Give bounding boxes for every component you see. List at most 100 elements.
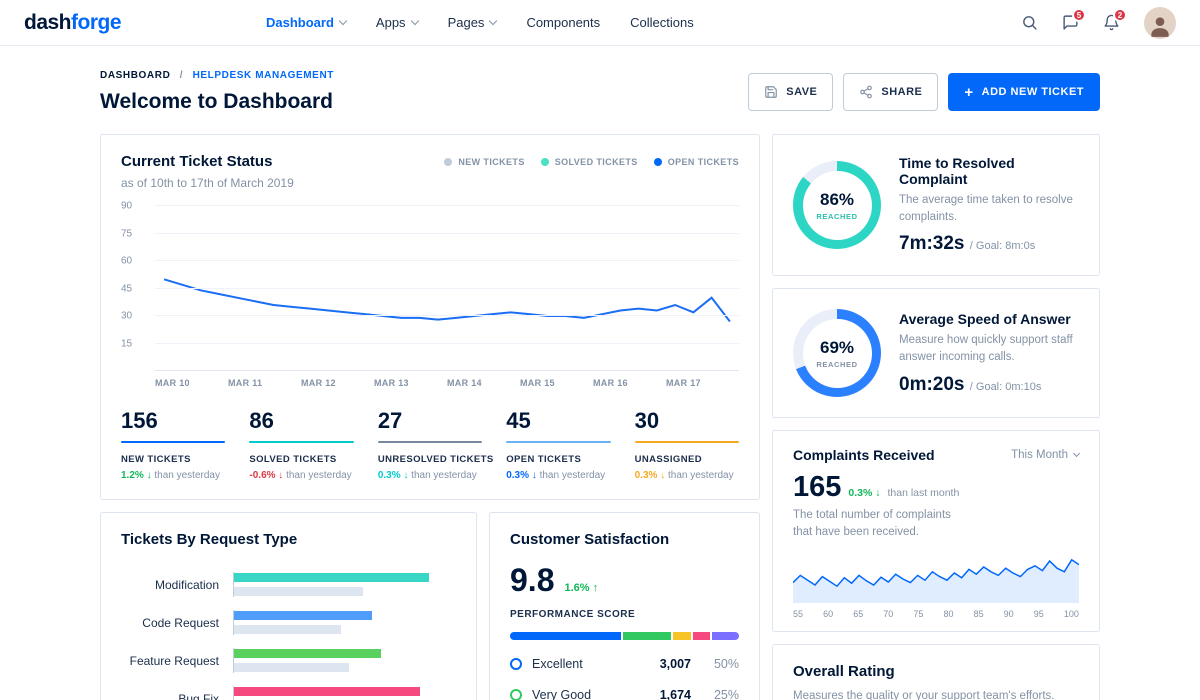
x-axis-label: 85 xyxy=(973,608,984,619)
breadcrumb-separator: / xyxy=(179,70,184,81)
chevron-down-icon xyxy=(1072,450,1081,458)
legend-dot-icon xyxy=(653,158,662,166)
tickets-by-request-type-card: Tickets By Request Type Modification Code… xyxy=(100,512,477,700)
ticket-stats-row: 156 NEW TICKETS 1.2% ↓ than yesterday 86 SOL… xyxy=(121,408,740,481)
breadcrumb-helpdesk-management[interactable]: HELPDESK MANAGEMENT xyxy=(192,70,334,81)
card-title: Overall Rating xyxy=(793,662,895,680)
stat-delta-value: -0.6% ↓ xyxy=(249,470,284,481)
nav-item-collections[interactable]: Collections xyxy=(630,15,694,30)
nav-item-label: Collections xyxy=(630,15,694,30)
complaints-area-chart xyxy=(793,543,1079,603)
stat-label: OPEN TICKETS xyxy=(506,454,582,465)
ticket-stat: 156 NEW TICKETS 1.2% ↓ than yesterday xyxy=(121,408,226,481)
x-axis-label: MAR 17 xyxy=(666,378,701,388)
search-button[interactable] xyxy=(1021,14,1038,31)
kpi-description: The average time taken to resolve compla… xyxy=(899,194,1073,223)
stat-delta-value: 0.3% ↓ xyxy=(506,470,537,481)
messages-button[interactable]: 5 xyxy=(1062,8,1086,31)
x-axis-label: 75 xyxy=(913,608,924,619)
user-avatar[interactable] xyxy=(1144,6,1176,39)
category-label: Bug Fix xyxy=(178,691,219,700)
month-filter-dropdown[interactable]: This Month xyxy=(1011,449,1081,462)
gridline xyxy=(155,205,739,206)
gridline xyxy=(155,287,739,289)
legend-item[interactable]: OPEN TICKETS xyxy=(653,157,739,167)
search-icon xyxy=(1023,16,1037,30)
request-bar-previous xyxy=(234,587,363,596)
request-bar-current xyxy=(234,573,430,582)
breadcrumb: DASHBOARD / HELPDESK MANAGEMENT xyxy=(100,70,334,81)
ticket-stat: 30 UNASSIGNED 0.3% ↓ than yesterday xyxy=(634,408,740,481)
complaints-note: than last month xyxy=(887,487,960,500)
stat-label: UNRESOLVED TICKETS xyxy=(377,454,494,465)
share-button[interactable]: SHARE xyxy=(843,73,939,111)
stat-delta-note: than yesterday xyxy=(536,470,606,481)
x-axis-label: 100 xyxy=(1063,608,1079,619)
stat-delta-value: 1.2% ↓ xyxy=(121,470,152,481)
x-axis-label: 90 xyxy=(1003,608,1014,619)
category-label: Modification xyxy=(154,577,219,592)
stat-underline xyxy=(634,441,740,443)
save-icon xyxy=(765,86,778,98)
kpi-description: Measure how quickly support staff answer… xyxy=(899,334,1073,363)
line-series xyxy=(155,206,739,371)
card-title: Complaints Received xyxy=(793,447,935,464)
category-label: Feature Request xyxy=(129,653,219,668)
share-label: SHARE xyxy=(881,86,923,98)
chevron-down-icon xyxy=(489,16,498,26)
progress-ring: 69% REACHED xyxy=(793,309,881,398)
stat-delta-note: than yesterday xyxy=(665,470,734,481)
complaints-line xyxy=(793,559,1079,585)
nav-item-components[interactable]: Components xyxy=(526,15,600,30)
legend-label: SOLVED TICKETS xyxy=(554,157,638,167)
add-new-ticket-button[interactable]: + ADD NEW TICKET xyxy=(948,73,1100,111)
kpi-title: Average Speed of Answer xyxy=(899,311,1071,328)
category-bars xyxy=(233,610,456,635)
ticket-stat: 27 UNRESOLVED TICKETS 0.3% ↓ than yesterda… xyxy=(377,408,494,481)
category-bars xyxy=(233,686,456,700)
overall-rating-card: Overall Rating Measures the quality or y… xyxy=(772,643,1100,700)
x-axis-label: MAR 15 xyxy=(520,378,555,388)
legend-label: NEW TICKETS xyxy=(458,157,525,167)
gridline xyxy=(155,260,739,261)
rating-label: Very Good xyxy=(532,688,592,700)
bell-icon xyxy=(1104,14,1119,31)
nav-item-label: Components xyxy=(526,15,601,30)
logo[interactable]: dashforge xyxy=(24,11,122,35)
stat-delta: 0.3% ↓ than yesterday xyxy=(506,470,610,481)
rating-label: Excellent xyxy=(532,657,583,671)
breadcrumb-dashboard[interactable]: DASHBOARD xyxy=(100,70,171,81)
legend-item[interactable]: NEW TICKETS xyxy=(444,157,524,167)
satisfaction-row: Very Good 1,674 25% xyxy=(510,688,739,700)
kpi-goal: / Goal: 8m:0s xyxy=(969,240,1036,253)
card-title: Tickets By Request Type xyxy=(121,531,298,548)
stat-delta-value: 0.3% ↓ xyxy=(634,470,666,481)
card-title: Current Ticket Status xyxy=(121,153,273,170)
request-bar-previous xyxy=(234,663,350,672)
nav-item-pages[interactable]: Pages xyxy=(448,15,498,30)
card-subtitle: as of 10th to 17th of March 2019 xyxy=(121,176,294,190)
share-icon xyxy=(860,85,873,99)
request-bar-current xyxy=(234,687,421,696)
request-type-row: Modification xyxy=(121,572,456,597)
notifications-button[interactable]: 2 xyxy=(1103,8,1127,31)
x-axis-label: 95 xyxy=(1033,608,1044,619)
current-ticket-status-card: Current Ticket Status as of 10th to 17th… xyxy=(100,134,760,500)
stat-delta: -0.6% ↓ than yesterday xyxy=(249,470,353,481)
ring-reached-label: REACHED xyxy=(816,359,858,369)
time-to-resolved-card: 86% REACHED Time to Resolved Complaint T… xyxy=(772,134,1100,277)
stat-value: 156 xyxy=(121,408,158,433)
legend-item[interactable]: SOLVED TICKETS xyxy=(540,157,638,167)
filter-label: This Month xyxy=(1011,449,1068,462)
left-column: Current Ticket Status as of 10th to 17th… xyxy=(100,134,760,700)
bottom-row: Tickets By Request Type Modification Code… xyxy=(100,512,760,700)
category-bars xyxy=(233,648,456,673)
complaints-delta: 0.3% ↓ xyxy=(848,487,881,500)
nav-item-apps[interactable]: Apps xyxy=(376,15,419,30)
kpi-value: 7m:32s xyxy=(899,233,965,255)
x-axis-label: 70 xyxy=(883,608,894,619)
save-button[interactable]: SAVE xyxy=(748,73,834,111)
stat-delta-value: 0.3% ↓ xyxy=(377,470,409,481)
notification-badge: 2 xyxy=(1113,8,1127,22)
nav-item-dashboard[interactable]: Dashboard xyxy=(266,15,348,30)
